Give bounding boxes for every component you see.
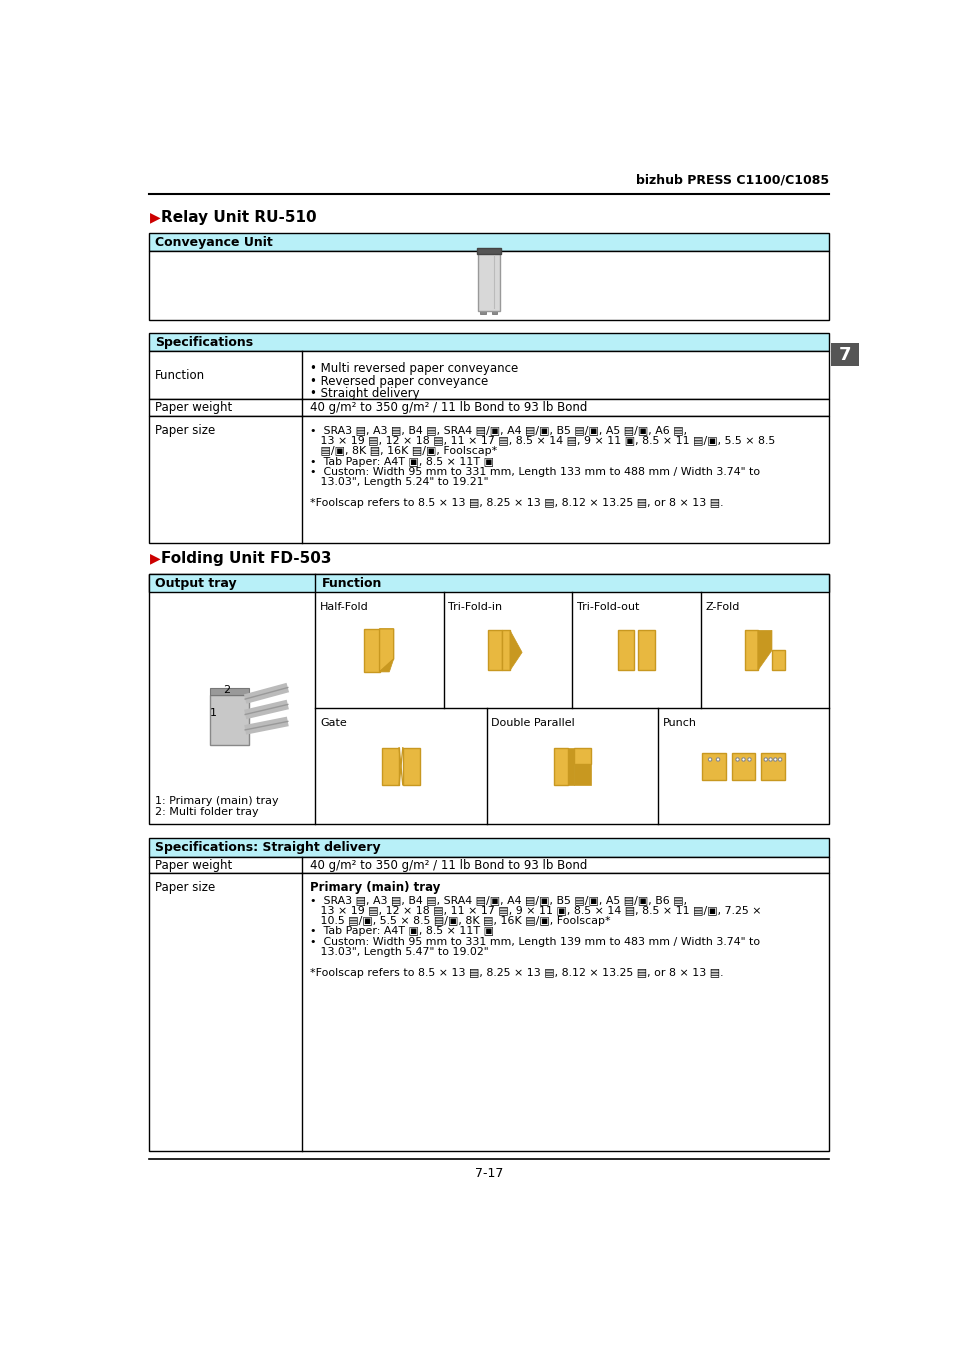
Bar xyxy=(210,695,249,745)
Text: 1: 1 xyxy=(210,707,217,718)
Text: Folding Unit FD-503: Folding Unit FD-503 xyxy=(161,551,332,566)
Bar xyxy=(210,687,249,695)
Text: 13.03", Length 5.47" to 19.02": 13.03", Length 5.47" to 19.02" xyxy=(310,946,488,957)
Text: 13 × 19 ▤, 12 × 18 ▤, 11 × 17 ▤, 8.5 × 14 ▤, 9 × 11 ▣, 8.5 × 11 ▤/▣, 5.5 × 8.5: 13 × 19 ▤, 12 × 18 ▤, 11 × 17 ▤, 8.5 × 1… xyxy=(310,436,775,446)
Text: *Foolscap refers to 8.5 × 13 ▤, 8.25 × 13 ▤, 8.12 × 13.25 ▤, or 8 × 13 ▤.: *Foolscap refers to 8.5 × 13 ▤, 8.25 × 1… xyxy=(310,968,722,977)
Circle shape xyxy=(778,757,781,761)
Text: Double Parallel: Double Parallel xyxy=(491,718,575,729)
Bar xyxy=(149,351,828,400)
Polygon shape xyxy=(402,748,419,784)
Polygon shape xyxy=(567,748,574,784)
Text: 40 g/m² to 350 g/m² / 11 lb Bond to 93 lb Bond: 40 g/m² to 350 g/m² / 11 lb Bond to 93 l… xyxy=(310,401,587,414)
Bar xyxy=(149,574,828,825)
Bar xyxy=(477,252,499,310)
Bar xyxy=(149,400,828,416)
Bar xyxy=(760,753,784,780)
Polygon shape xyxy=(364,629,379,672)
Polygon shape xyxy=(771,651,784,671)
Text: 13 × 19 ▤, 12 × 18 ▤, 11 × 17 ▤, 9 × 11 ▣, 8.5 × 14 ▤, 8.5 × 11 ▤/▣, 7.25 ×: 13 × 19 ▤, 12 × 18 ▤, 11 × 17 ▤, 9 × 11 … xyxy=(310,906,760,915)
Text: ▶: ▶ xyxy=(150,552,161,566)
Text: 2: Multi folder tray: 2: Multi folder tray xyxy=(154,807,258,817)
Polygon shape xyxy=(501,630,510,671)
Text: Tri-Fold-in: Tri-Fold-in xyxy=(448,602,502,613)
Bar xyxy=(492,310,497,313)
Text: Primary (main) tray: Primary (main) tray xyxy=(310,882,440,894)
Polygon shape xyxy=(382,748,398,784)
Polygon shape xyxy=(757,630,771,671)
Bar xyxy=(149,873,828,1152)
Text: Output tray: Output tray xyxy=(154,576,236,590)
Text: Specifications: Specifications xyxy=(154,336,253,348)
Text: Punch: Punch xyxy=(661,718,696,729)
Text: Conveyance Unit: Conveyance Unit xyxy=(154,236,273,248)
Text: ▶: ▶ xyxy=(150,211,161,224)
Circle shape xyxy=(773,757,777,761)
Text: Paper size: Paper size xyxy=(154,424,215,437)
Bar xyxy=(731,753,755,780)
Bar xyxy=(830,343,858,366)
Text: ▤/▣, 8K ▤, 16K ▤/▣, Foolscap*: ▤/▣, 8K ▤, 16K ▤/▣, Foolscap* xyxy=(310,446,497,456)
Polygon shape xyxy=(553,748,567,784)
Text: •  Tab Paper: A4T ▣, 8.5 × 11T ▣: • Tab Paper: A4T ▣, 8.5 × 11T ▣ xyxy=(310,926,494,937)
Bar xyxy=(149,574,828,593)
Circle shape xyxy=(716,757,719,761)
Bar xyxy=(149,251,828,320)
Text: 7-17: 7-17 xyxy=(475,1166,502,1180)
Text: 7: 7 xyxy=(838,346,850,363)
Circle shape xyxy=(735,757,739,761)
Bar xyxy=(149,856,828,873)
Bar xyxy=(149,416,828,543)
Polygon shape xyxy=(487,630,501,671)
Text: Paper weight: Paper weight xyxy=(154,859,232,872)
Text: •  SRA3 ▤, A3 ▤, B4 ▤, SRA4 ▤/▣, A4 ▤/▣, B5 ▤/▣, A5 ▤/▣, B6 ▤,: • SRA3 ▤, A3 ▤, B4 ▤, SRA4 ▤/▣, A4 ▤/▣, … xyxy=(310,895,686,905)
Polygon shape xyxy=(574,764,590,784)
Circle shape xyxy=(768,757,772,761)
Text: • Multi reversed paper conveyance: • Multi reversed paper conveyance xyxy=(310,362,517,375)
Polygon shape xyxy=(744,630,757,671)
Text: 10.5 ▤/▣, 5.5 × 8.5 ▤/▣, 8K ▤, 16K ▤/▣, Foolscap*: 10.5 ▤/▣, 5.5 × 8.5 ▤/▣, 8K ▤, 16K ▤/▣, … xyxy=(310,915,610,926)
Text: •  Tab Paper: A4T ▣, 8.5 × 11T ▣: • Tab Paper: A4T ▣, 8.5 × 11T ▣ xyxy=(310,456,494,467)
Text: Half-Fold: Half-Fold xyxy=(319,602,369,613)
Text: Tri-Fold-out: Tri-Fold-out xyxy=(577,602,639,613)
Polygon shape xyxy=(510,630,521,671)
Circle shape xyxy=(747,757,750,761)
Bar xyxy=(701,753,725,780)
Text: 1: Primary (main) tray: 1: Primary (main) tray xyxy=(154,796,278,806)
Bar xyxy=(149,232,828,251)
Circle shape xyxy=(708,757,711,761)
Bar xyxy=(476,248,500,254)
Polygon shape xyxy=(379,659,394,672)
Text: •  Custom: Width 95 mm to 331 mm, Length 139 mm to 483 mm / Width 3.74" to: • Custom: Width 95 mm to 331 mm, Length … xyxy=(310,937,760,946)
Text: Z-Fold: Z-Fold xyxy=(704,602,739,613)
Polygon shape xyxy=(379,629,394,672)
Polygon shape xyxy=(618,630,634,671)
Polygon shape xyxy=(638,630,654,671)
Text: bizhub PRESS C1100/C1085: bizhub PRESS C1100/C1085 xyxy=(636,174,828,186)
Text: Function: Function xyxy=(154,369,205,382)
Text: Paper weight: Paper weight xyxy=(154,401,232,414)
Text: Specifications: Straight delivery: Specifications: Straight delivery xyxy=(154,841,380,853)
Circle shape xyxy=(741,757,744,761)
Text: •  Custom: Width 95 mm to 331 mm, Length 133 mm to 488 mm / Width 3.74" to: • Custom: Width 95 mm to 331 mm, Length … xyxy=(310,467,760,477)
Text: • Reversed paper conveyance: • Reversed paper conveyance xyxy=(310,374,488,387)
Text: • Straight delivery: • Straight delivery xyxy=(310,387,419,400)
Text: Relay Unit RU-510: Relay Unit RU-510 xyxy=(161,211,316,225)
Text: 2: 2 xyxy=(223,684,231,695)
Bar xyxy=(480,310,485,313)
Text: Gate: Gate xyxy=(319,718,346,729)
Polygon shape xyxy=(574,748,590,764)
Text: *Foolscap refers to 8.5 × 13 ▤, 8.25 × 13 ▤, 8.12 × 13.25 ▤, or 8 × 13 ▤.: *Foolscap refers to 8.5 × 13 ▤, 8.25 × 1… xyxy=(310,498,722,508)
Bar xyxy=(149,333,828,351)
Circle shape xyxy=(763,757,767,761)
Text: 13.03", Length 5.24" to 19.21": 13.03", Length 5.24" to 19.21" xyxy=(310,478,488,487)
Text: 40 g/m² to 350 g/m² / 11 lb Bond to 93 lb Bond: 40 g/m² to 350 g/m² / 11 lb Bond to 93 l… xyxy=(310,859,587,872)
Bar xyxy=(149,838,828,856)
Text: •  SRA3 ▤, A3 ▤, B4 ▤, SRA4 ▤/▣, A4 ▤/▣, B5 ▤/▣, A5 ▤/▣, A6 ▤,: • SRA3 ▤, A3 ▤, B4 ▤, SRA4 ▤/▣, A4 ▤/▣, … xyxy=(310,425,686,435)
Text: Function: Function xyxy=(321,576,381,590)
Text: Paper size: Paper size xyxy=(154,882,215,894)
